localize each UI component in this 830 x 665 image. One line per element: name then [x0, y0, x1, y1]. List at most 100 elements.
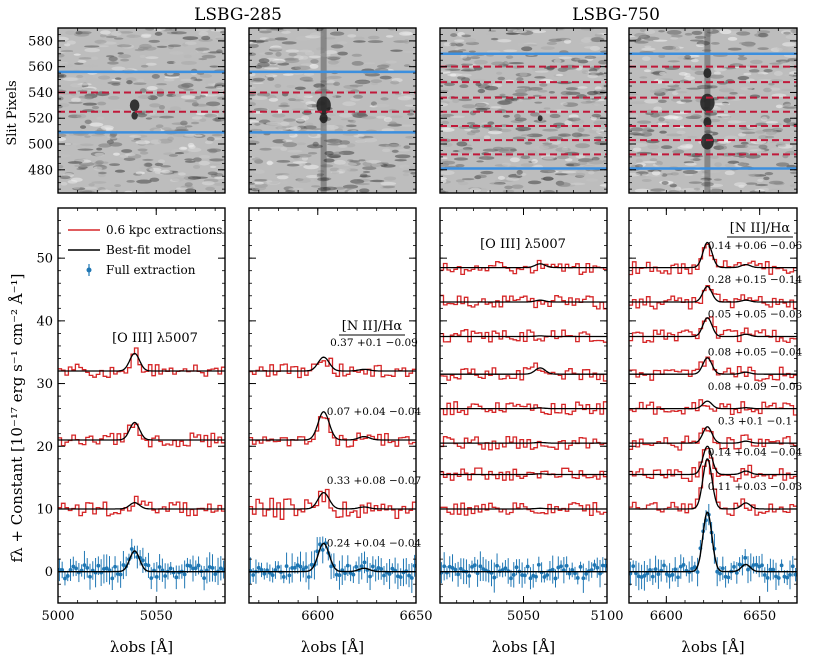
noise-streak [143, 162, 153, 168]
noise-streak [101, 161, 109, 164]
noise-streak [304, 51, 315, 56]
noise-streak [306, 144, 323, 149]
noise-streak [297, 178, 311, 183]
noise-streak [758, 144, 768, 150]
noise-streak [475, 174, 487, 179]
best-fit-model [629, 426, 797, 444]
full-extraction-point [534, 574, 538, 579]
noise-streak [502, 189, 515, 193]
noise-streak [684, 162, 697, 166]
y-tick-label: 40 [36, 314, 53, 329]
noise-streak [763, 87, 772, 93]
noise-streak [694, 70, 706, 75]
noise-streak [381, 128, 395, 132]
emission-line-label: [O III] λ5007 [112, 331, 198, 346]
noise-streak [198, 154, 211, 159]
noise-streak [783, 103, 797, 108]
ratio-annotation: 0.3 +0.1 −0.1 [718, 415, 792, 427]
noise-streak [252, 82, 264, 85]
noise-streak [184, 133, 197, 137]
noise-streak [520, 155, 531, 160]
y-tick-label: 500 [28, 138, 53, 153]
noise-streak [358, 159, 366, 162]
noise-streak [156, 45, 168, 48]
noise-streak [303, 103, 313, 109]
y-tick-label: 0 [45, 565, 53, 580]
full-extraction-point [412, 563, 416, 568]
noise-streak [154, 31, 163, 36]
full-extraction-point [213, 572, 218, 576]
noise-streak [126, 80, 133, 85]
noise-streak [320, 164, 334, 168]
noise-streak [380, 181, 397, 186]
extraction-spectrum [249, 416, 416, 448]
noise-streak [206, 148, 222, 153]
noise-streak [261, 28, 269, 32]
noise-streak [758, 135, 769, 140]
noise-streak [249, 182, 256, 185]
extraction-spectrum [629, 356, 797, 382]
noise-streak [502, 114, 510, 118]
noise-streak [397, 96, 412, 101]
noise-streak [82, 102, 98, 106]
noise-streak [294, 86, 306, 91]
noise-streak [356, 111, 367, 117]
full-extraction-point [458, 566, 463, 571]
noise-streak [641, 173, 649, 176]
full-extraction-point [522, 573, 527, 578]
noise-streak [630, 127, 644, 132]
noise-streak [585, 71, 600, 74]
noise-streak [783, 118, 792, 124]
noise-streak [337, 51, 348, 56]
noise-streak [316, 173, 325, 176]
noise-streak [266, 160, 273, 166]
best-fit-model [440, 299, 607, 303]
emission-line-label: [O III] λ5007 [480, 237, 566, 252]
noise-streak [653, 88, 664, 94]
noise-streak [249, 85, 256, 90]
noise-streak [745, 182, 758, 185]
noise-streak [670, 37, 679, 40]
noise-streak [566, 163, 575, 167]
full-extraction-point [734, 570, 739, 575]
noise-streak [176, 187, 188, 190]
noise-streak [635, 164, 643, 169]
noise-streak [380, 97, 389, 101]
noise-streak [499, 93, 506, 96]
full-extraction-point [193, 566, 198, 571]
noise-streak [192, 164, 201, 169]
noise-streak [340, 118, 351, 121]
noise-streak [757, 178, 764, 183]
noise-streak [342, 162, 358, 167]
noise-streak [585, 178, 599, 182]
full-extraction-point [592, 563, 597, 567]
noise-streak [58, 53, 65, 58]
noise-streak [317, 86, 327, 90]
noise-streak [182, 36, 199, 41]
full-extraction-point [567, 571, 572, 576]
noise-streak [149, 127, 162, 132]
full-extraction-point [762, 573, 767, 577]
noise-streak [282, 142, 298, 148]
noise-streak [460, 54, 468, 59]
noise-streak [91, 56, 99, 61]
noise-streak [684, 32, 693, 36]
noise-streak [275, 51, 282, 57]
noise-streak [556, 182, 571, 187]
noise-streak [84, 135, 91, 138]
noise-streak [473, 59, 488, 65]
full-extraction-point [754, 562, 759, 567]
noise-streak [659, 71, 667, 76]
emission-blob [319, 113, 328, 124]
noise-streak [303, 72, 315, 76]
full-extraction-point [664, 572, 669, 576]
noise-streak [144, 112, 156, 115]
noise-streak [701, 182, 714, 187]
extraction-spectrum [629, 285, 797, 310]
full-extraction-point [595, 565, 600, 570]
spectrum-plot [249, 356, 416, 593]
noise-streak [776, 46, 789, 51]
noise-streak [195, 47, 210, 51]
noise-streak [149, 103, 161, 108]
noise-streak [259, 30, 272, 34]
